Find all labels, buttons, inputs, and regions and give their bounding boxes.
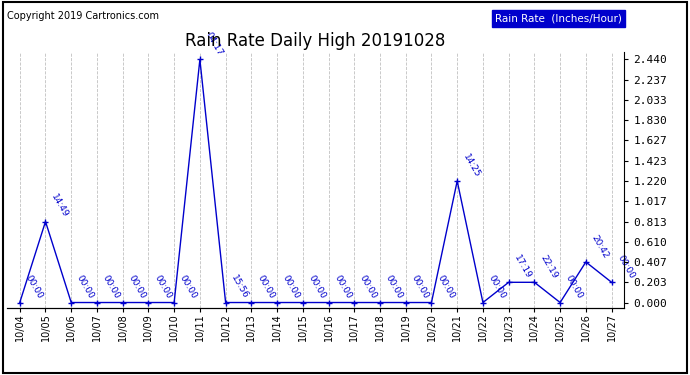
Text: 00:00: 00:00 — [178, 274, 199, 300]
Text: 00:00: 00:00 — [281, 274, 302, 300]
Text: 00:00: 00:00 — [564, 274, 584, 300]
Text: 00:00: 00:00 — [255, 274, 276, 300]
Text: 00:00: 00:00 — [306, 274, 327, 300]
Text: 00:00: 00:00 — [384, 274, 404, 300]
Text: 00:00: 00:00 — [152, 274, 173, 300]
Text: 04:17: 04:17 — [204, 31, 224, 57]
Text: 14:49: 14:49 — [50, 193, 70, 219]
Text: 17:19: 17:19 — [513, 254, 533, 280]
Text: 00:00: 00:00 — [75, 274, 96, 300]
Text: Copyright 2019 Cartronics.com: Copyright 2019 Cartronics.com — [7, 11, 159, 21]
Text: 00:00: 00:00 — [486, 274, 508, 300]
Text: 00:00: 00:00 — [410, 274, 431, 300]
Text: 00:00: 00:00 — [333, 274, 353, 300]
Text: 00:00: 00:00 — [101, 274, 121, 300]
Text: 20:42: 20:42 — [590, 233, 610, 260]
Text: 00:00: 00:00 — [435, 274, 456, 300]
Text: 15:56: 15:56 — [230, 274, 250, 300]
Text: 22:19: 22:19 — [538, 254, 559, 280]
Text: Rain Rate  (Inches/Hour): Rain Rate (Inches/Hour) — [495, 13, 622, 24]
Text: 14:25: 14:25 — [461, 152, 482, 179]
Title: Rain Rate Daily High 20191028: Rain Rate Daily High 20191028 — [186, 32, 446, 50]
Text: 00:00: 00:00 — [126, 274, 147, 300]
Text: 00:00: 00:00 — [358, 274, 379, 300]
Text: 00:00: 00:00 — [615, 254, 636, 280]
Text: 00:00: 00:00 — [23, 274, 44, 300]
